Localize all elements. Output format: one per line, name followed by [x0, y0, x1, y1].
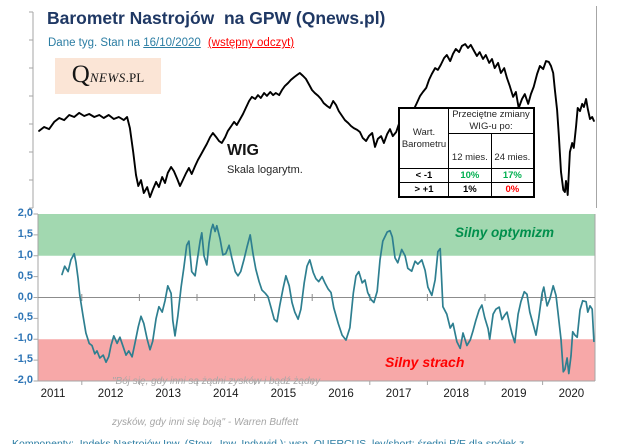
- x-axis-label: 2016: [328, 388, 354, 400]
- logo-pl: .PL: [125, 70, 145, 85]
- page-title: Barometr Nastrojów na GPW (Qnews.pl): [47, 8, 386, 28]
- x-axis-label: 2011: [40, 388, 66, 400]
- table-value-above-12m: 1%: [448, 182, 492, 198]
- logo-q: Q: [71, 61, 90, 88]
- qnews-logo: Q NEWS .PL: [55, 58, 161, 94]
- stats-table: Wart. Barometru Przeciętne zmiany WIG-u …: [398, 107, 535, 198]
- table-col-header-24m: 24 mies.: [490, 133, 535, 169]
- table-group-header: Przeciętne zmiany WIG-u po:: [448, 107, 535, 134]
- logo-news: NEWS: [89, 70, 126, 85]
- quote-line-2: zysków, gdy inni się boją" - Warren Buff…: [112, 416, 299, 428]
- table-row: < -1 10% 17%: [398, 168, 535, 183]
- y-axis-label: -2,0: [14, 374, 33, 386]
- y-axis-label: 0,5: [17, 269, 33, 282]
- x-axis-label: 2018: [443, 388, 469, 400]
- y-axis-label: 1,5: [17, 227, 33, 240]
- y-axis-label: -1,0: [14, 332, 33, 345]
- wig-series-label: WIG: [227, 142, 259, 159]
- table-col-header-12m: 12 mies.: [448, 133, 492, 169]
- table-corner-header: Wart. Barometru: [398, 107, 449, 169]
- subtitle: Dane tyg. Stan na 16/10/2020 (wstępny odc…: [48, 37, 294, 49]
- subtitle-date: 16/10/2020: [143, 37, 201, 49]
- quote-line-1: "Bój się, gdy inni są żądni zysków i bąd…: [112, 376, 321, 387]
- x-axis-label: 2015: [270, 388, 297, 400]
- footer-components: Komponenty: Indeks Nastrojów Inw. (Stow.…: [12, 407, 524, 444]
- subtitle-prefix: Dane tyg. Stan na: [48, 37, 144, 49]
- x-axis-label: 2013: [155, 388, 181, 400]
- table-value-above-24m: 0%: [490, 182, 535, 198]
- x-axis-label: 2019: [501, 388, 527, 400]
- x-axis-label: 2014: [213, 388, 239, 400]
- table-row-label-below: < -1: [398, 168, 449, 183]
- fear-zone-label: Silny strach: [385, 354, 465, 370]
- table-row: > +1 1% 0%: [398, 182, 535, 198]
- y-axis-label: 2,0: [17, 207, 33, 219]
- x-axis-label: 2020: [558, 388, 585, 400]
- y-axis-label: 1,0: [17, 248, 33, 261]
- subtitle-note: (wstępny odczyt): [207, 37, 295, 49]
- optimism-zone-label: Silny optymizm: [455, 225, 555, 240]
- table-value-below-12m: 10%: [448, 168, 492, 183]
- x-axis-label: 2012: [97, 388, 124, 400]
- wig-scale-note: Skala logarytm.: [227, 164, 303, 176]
- x-axis-label: 2017: [385, 388, 412, 400]
- table-row-label-above: > +1: [398, 182, 449, 198]
- zero-line: [38, 294, 595, 301]
- footer-line-1: Komponenty: Indeks Nastrojów Inw. (Stow.…: [12, 438, 525, 444]
- y-axis-label: -0,5: [14, 311, 33, 324]
- y-axis-label: -1,5: [14, 353, 33, 366]
- y-axis-label: 0,0: [17, 290, 33, 303]
- table-value-below-24m: 17%: [490, 168, 535, 183]
